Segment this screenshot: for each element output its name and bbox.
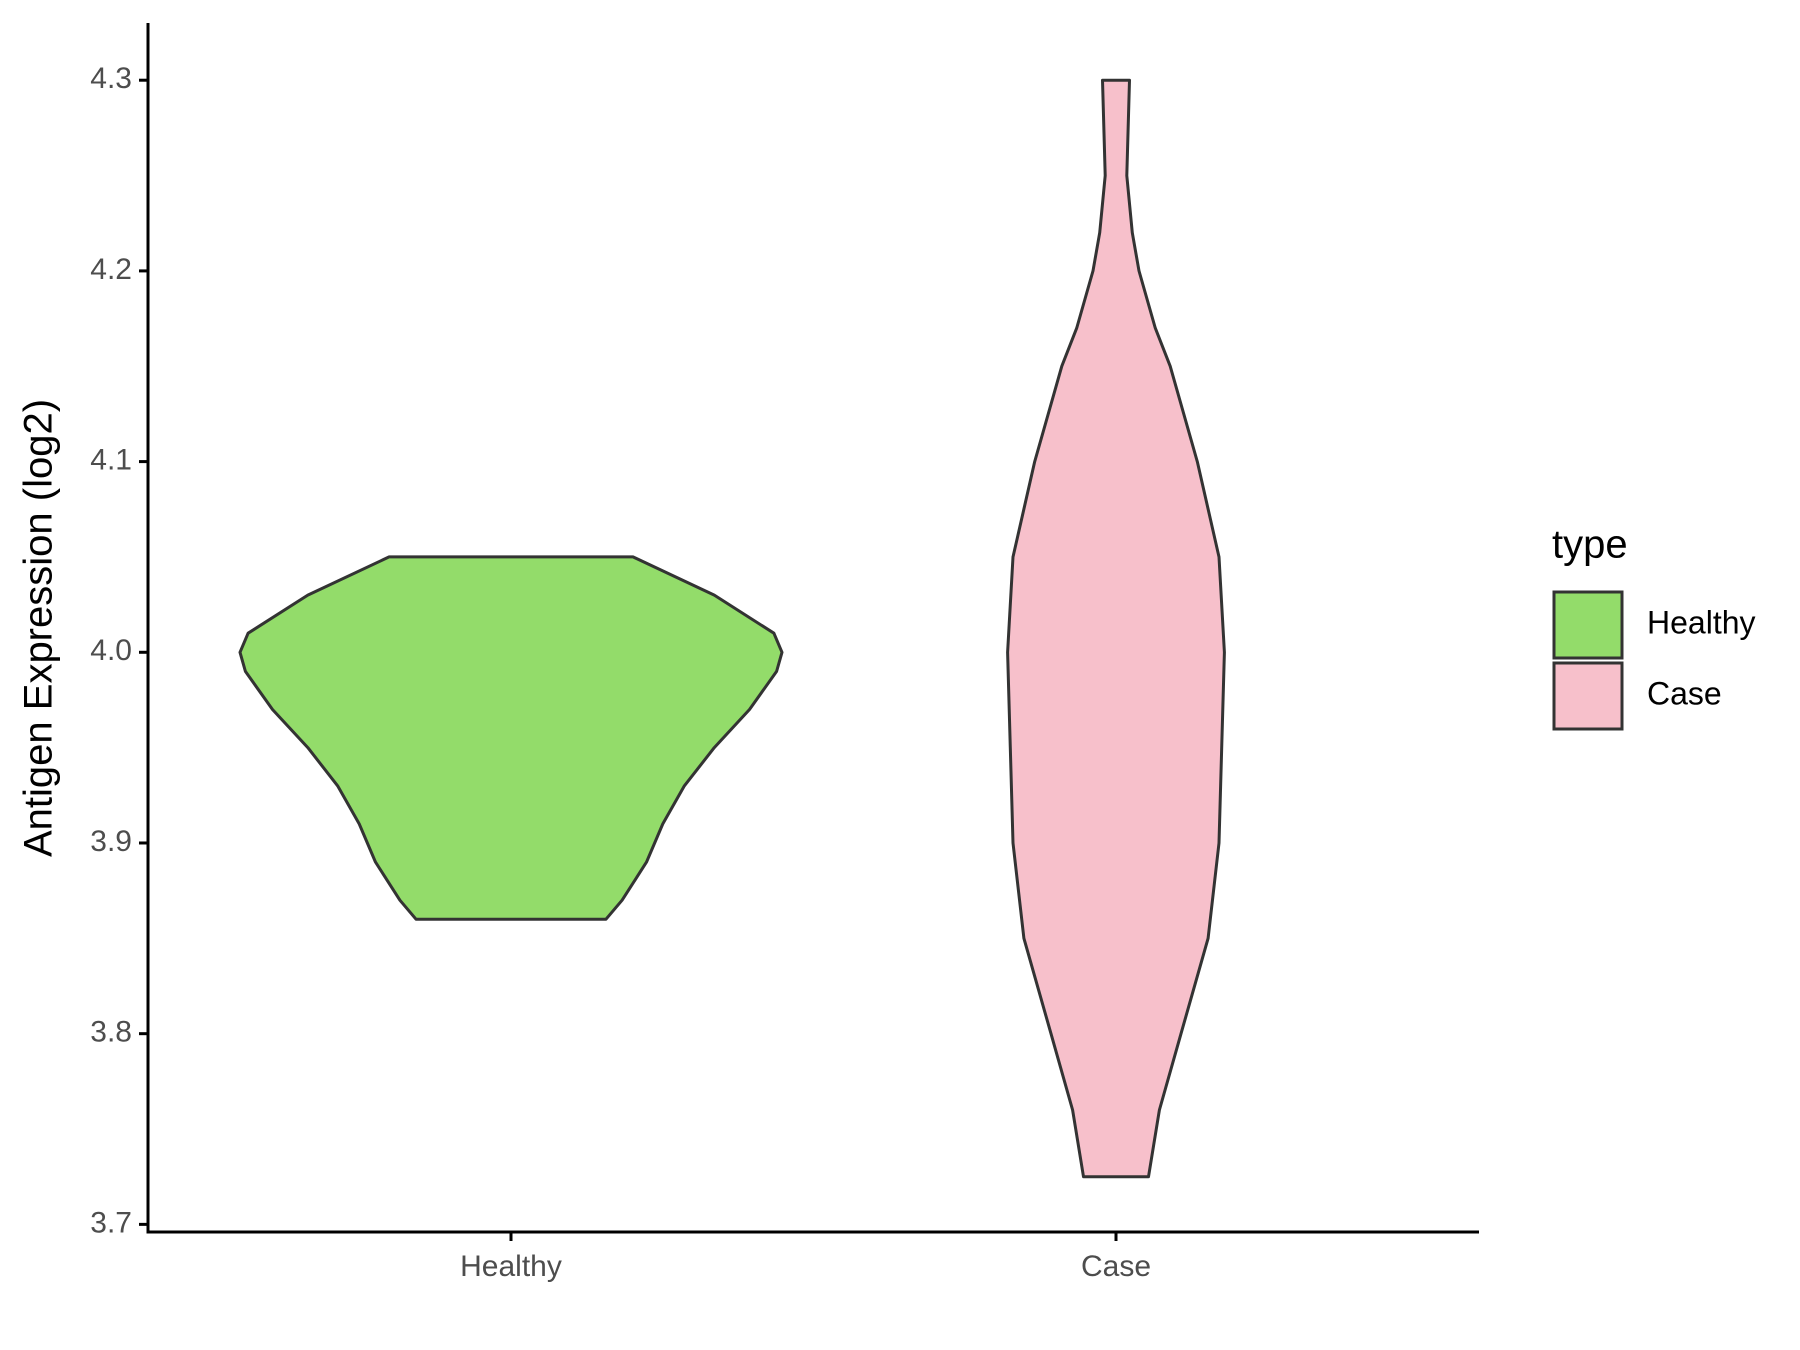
y-tick-label: 4.3 bbox=[90, 62, 132, 95]
y-tick-label: 4.1 bbox=[90, 444, 132, 477]
x-tick-label: Case bbox=[1081, 1250, 1151, 1283]
violin bbox=[1006, 78, 1226, 1179]
legend-label: Healthy bbox=[1647, 604, 1756, 640]
y-tick-label: 4.0 bbox=[90, 634, 132, 667]
x-tick-label: Healthy bbox=[460, 1250, 562, 1283]
y-tick-label: 3.8 bbox=[90, 1016, 132, 1049]
legend-key bbox=[1552, 661, 1624, 731]
y-axis-title: Antigen Expression (log2) bbox=[17, 399, 61, 857]
y-tick-label: 3.9 bbox=[90, 825, 132, 858]
violin bbox=[238, 555, 784, 921]
legend-key bbox=[1552, 590, 1624, 660]
legend-title: type bbox=[1552, 523, 1628, 567]
legend-label: Case bbox=[1647, 675, 1722, 711]
y-tick-label: 3.7 bbox=[90, 1206, 132, 1239]
y-tick-label: 4.2 bbox=[90, 253, 132, 286]
